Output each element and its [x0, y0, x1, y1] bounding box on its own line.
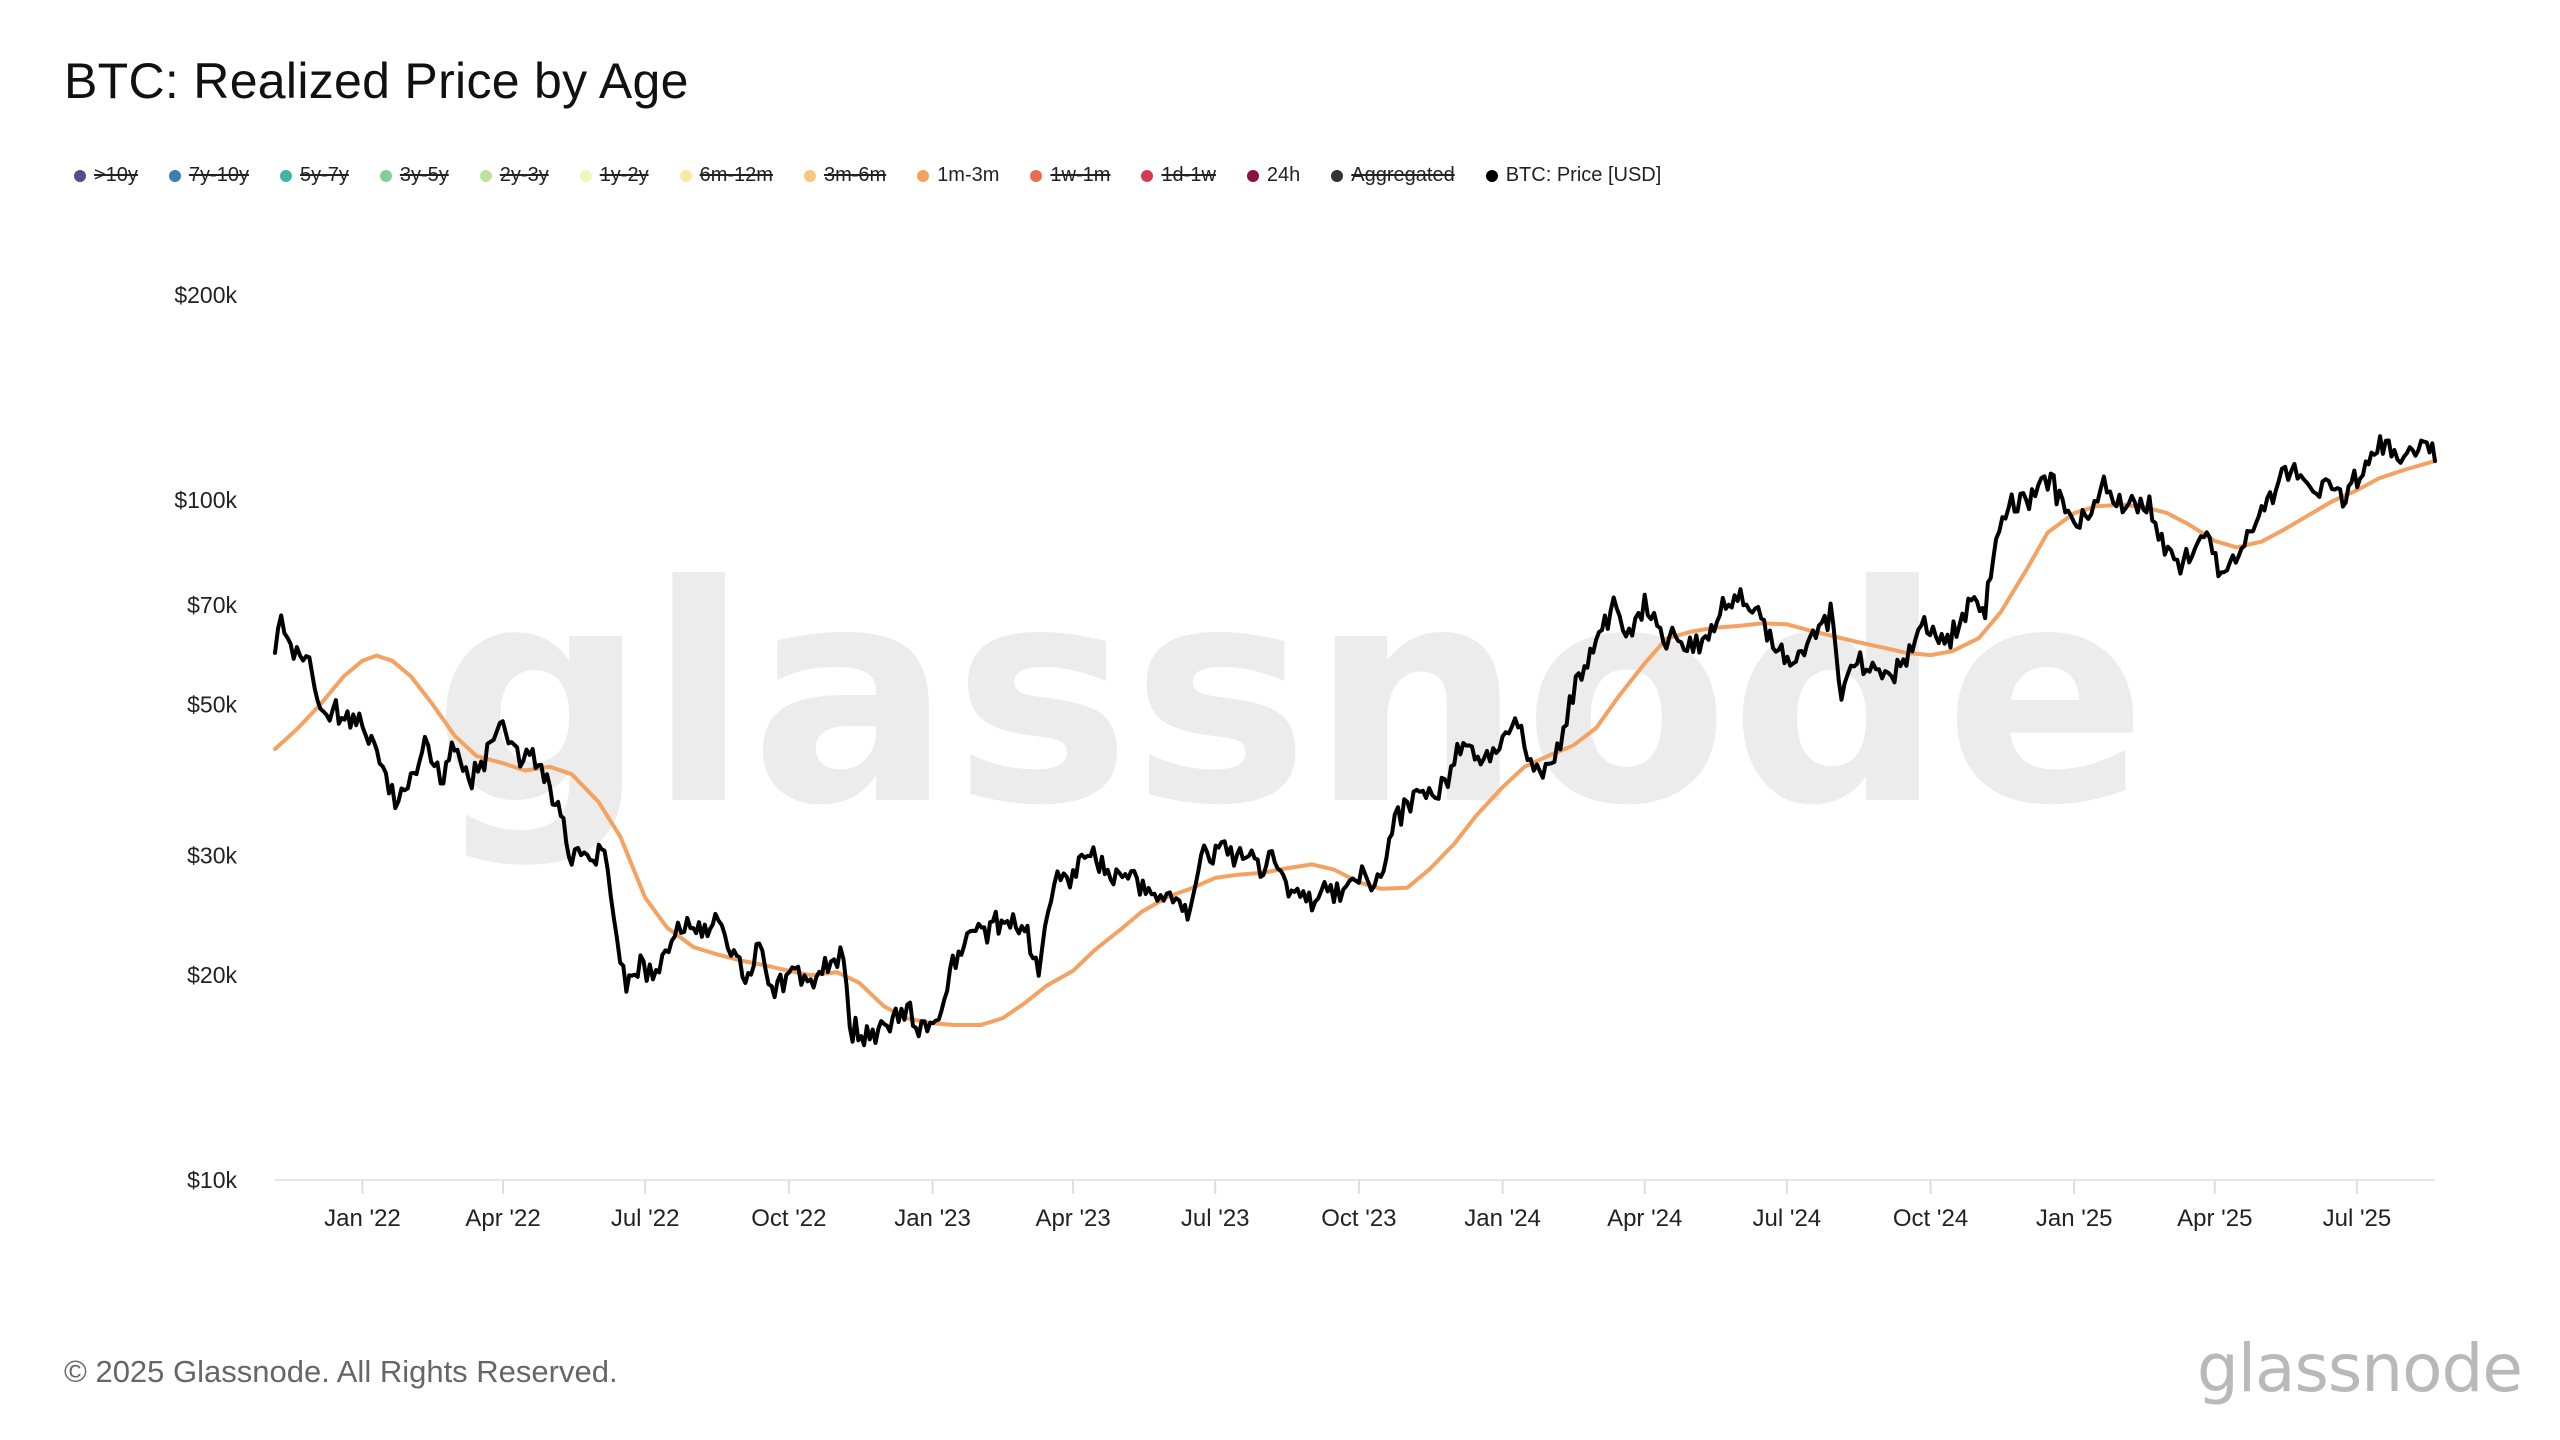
legend-dot-icon: [579, 169, 592, 182]
legend-dot-icon: [1246, 169, 1259, 182]
chart-title: BTC: Realized Price by Age: [64, 53, 689, 109]
watermark-text: glassnode: [432, 522, 2147, 871]
legend-item-6m-12m[interactable]: 6m-12m: [679, 164, 773, 187]
x-tick-label: Oct '24: [1893, 1205, 1968, 1232]
x-tick-label: Apr '25: [2177, 1205, 2252, 1232]
x-tick-label: Jan '22: [324, 1205, 401, 1232]
x-tick-label: Apr '22: [465, 1205, 540, 1232]
series-line-btc-price-usd[interactable]: [273, 434, 2437, 1048]
chart-plot: glassnode $10k $20k $30k $50k $70k $100k $200k…: [174, 282, 2437, 1232]
x-tick-label: Apr '24: [1607, 1205, 1682, 1232]
legend-dot-icon: [379, 169, 392, 182]
x-tick-label: Jul '25: [2323, 1205, 2392, 1232]
legend-label: 3m-6m: [823, 164, 887, 186]
legend-item-5y-7y[interactable]: 5y-7y: [279, 164, 349, 187]
legend-item-3y-5y[interactable]: 3y-5y: [379, 164, 449, 187]
legend-item-3m-6m[interactable]: 3m-6m: [803, 164, 887, 187]
y-tick-label: $100k: [174, 487, 237, 513]
x-tick-label: Jan '23: [894, 1205, 971, 1232]
legend-item-1d-1w[interactable]: 1d-1w: [1141, 164, 1216, 187]
watermark: glassnode: [432, 522, 2147, 871]
legend-label: 1m-3m: [937, 164, 1000, 186]
legend-dot-icon: [917, 169, 930, 182]
legend-item-2y-3y[interactable]: 2y-3y: [479, 164, 549, 187]
legend-dot-icon: [74, 169, 86, 182]
y-tick-label: $50k: [187, 692, 237, 718]
legend-label: >10y: [94, 164, 138, 186]
legend-label: 5y-7y: [299, 164, 349, 186]
legend-item-1w-1m[interactable]: 1w-1m: [1030, 164, 1110, 187]
series-layer: [273, 434, 2437, 1048]
legend-item-1y-2y[interactable]: 1y-2y: [579, 164, 649, 187]
legend-label: 7y-10y: [188, 164, 249, 186]
legend-label: BTC: Price [USD]: [1505, 164, 1662, 186]
legend: >10y 7y-10y 5y-7y 3y-5y 2y-3y 1y-2y 6m-12m 3m-6…: [74, 164, 1692, 187]
legend-label: 3y-5y: [399, 164, 449, 186]
y-tick-label: $30k: [187, 842, 237, 868]
x-tick-label: Jul '22: [611, 1205, 680, 1232]
x-axis: Jan '22 Apr '22 Jul '22 Oct '22 Jan '23 Apr '…: [275, 1179, 2435, 1232]
y-tick-label: $20k: [187, 962, 237, 988]
legend-label: 1y-2y: [599, 164, 649, 186]
legend-item-aggregated[interactable]: Aggregated: [1331, 164, 1455, 187]
legend-dot-icon: [679, 169, 692, 182]
legend-item-24h[interactable]: 24h: [1246, 164, 1301, 187]
legend-label: 6m-12m: [699, 164, 773, 186]
x-tick-label: Jul '24: [1753, 1205, 1822, 1232]
legend-item-10y[interactable]: >10y: [74, 164, 138, 187]
legend-dot-icon: [168, 169, 181, 182]
legend-label: 24h: [1266, 164, 1301, 186]
legend-dot-icon: [803, 169, 816, 182]
legend-item-7y-10y[interactable]: 7y-10y: [168, 164, 249, 187]
legend-item-1m-3m[interactable]: 1m-3m: [917, 164, 999, 187]
copyright-text: © 2025 Glassnode. All Rights Reserved.: [64, 1354, 618, 1389]
legend-label: 2y-3y: [499, 164, 549, 186]
legend-dot-icon: [1485, 169, 1498, 182]
x-tick-label: Jan '24: [1464, 1205, 1541, 1232]
legend-label: Aggregated: [1351, 164, 1455, 186]
legend-label: 1d-1w: [1161, 164, 1216, 186]
legend-dot-icon: [1030, 169, 1043, 182]
y-tick-label: $70k: [187, 592, 237, 618]
series-line-1m-3m[interactable]: [273, 459, 2437, 1027]
x-tick-label: Apr '23: [1035, 1205, 1110, 1232]
glassnode-logo[interactable]: glassnode: [2196, 1330, 2523, 1407]
legend-label: 1w-1m: [1050, 164, 1111, 186]
x-tick-label: Jul '23: [1181, 1205, 1250, 1232]
y-axis: $10k $20k $30k $50k $70k $100k $200k: [174, 282, 237, 1193]
y-tick-label: $10k: [187, 1167, 237, 1193]
x-tick-label: Oct '22: [751, 1205, 826, 1232]
legend-dot-icon: [1331, 169, 1344, 182]
legend-dot-icon: [279, 169, 292, 182]
legend-dot-icon: [479, 169, 492, 182]
y-tick-label: $200k: [174, 282, 237, 308]
x-tick-label: Jan '25: [2036, 1205, 2113, 1232]
legend-item-btc-price-usd[interactable]: BTC: Price [USD]: [1485, 164, 1662, 187]
legend-dot-icon: [1141, 169, 1154, 182]
x-tick-label: Oct '23: [1321, 1205, 1396, 1232]
